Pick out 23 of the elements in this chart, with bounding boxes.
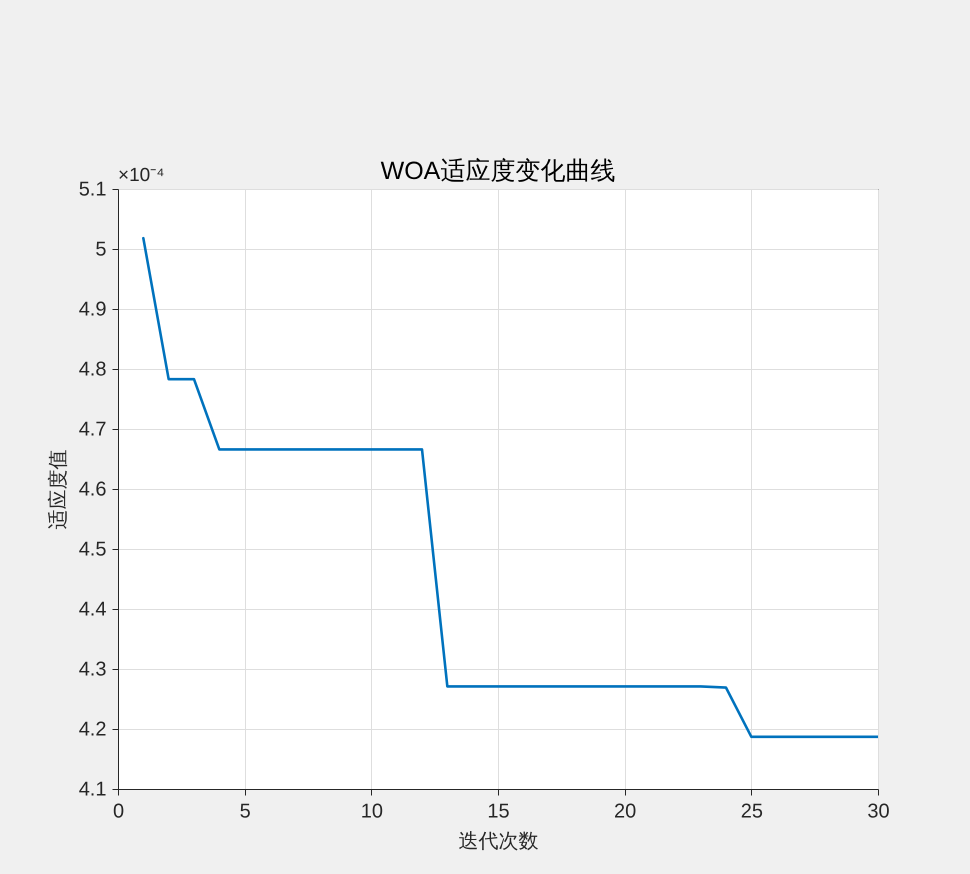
x-tick-label: 30 (867, 800, 890, 822)
line-series (142, 236, 878, 738)
x-axis-title: 迭代次数 (458, 830, 538, 852)
x-tick-label: 5 (240, 800, 251, 822)
chart-title: WOA适应度变化曲线 (380, 157, 616, 185)
y-tick-label: 4.5 (78, 538, 106, 560)
y-tick-label: 4.8 (78, 358, 106, 380)
x-tick-label: 20 (614, 800, 636, 822)
y-tick-label: 4.3 (78, 658, 106, 680)
x-tick-label: 0 (112, 800, 124, 822)
y-tick-label: 4.1 (78, 778, 106, 800)
y-tick-label: 5.1 (78, 178, 106, 200)
y-axis-title: 适应度值 (48, 450, 70, 530)
y-tick-label: 4.4 (78, 598, 106, 620)
y-tick-label: 5 (95, 238, 106, 260)
y-tick-label: 4.2 (78, 718, 106, 740)
y-tick-label: 4.6 (78, 478, 106, 500)
x-tick-label: 10 (360, 800, 383, 822)
x-tick-label: 15 (487, 800, 510, 822)
y-tick-label: 4.7 (78, 418, 106, 440)
y-tick-label: 4.9 (78, 298, 106, 320)
x-tick-label: 25 (740, 800, 763, 822)
text: ×10⁻⁴ (118, 165, 164, 186)
